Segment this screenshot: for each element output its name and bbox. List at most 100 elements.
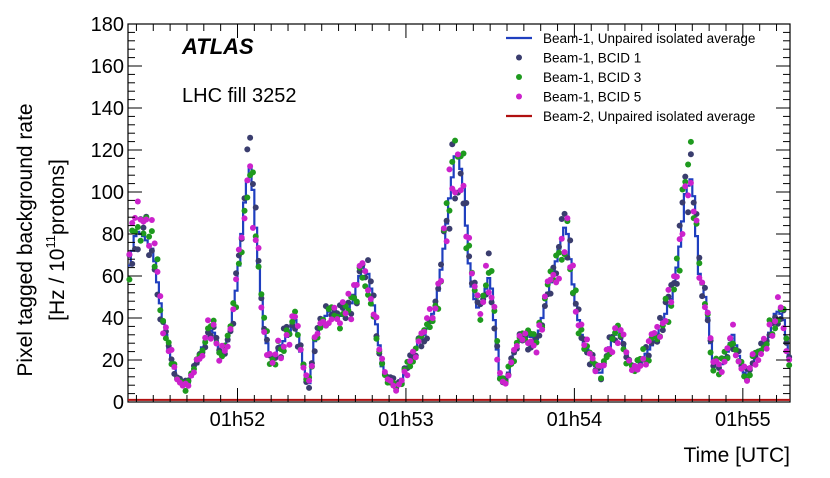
data-point (210, 321, 217, 328)
data-point (741, 363, 748, 370)
data-point (233, 276, 240, 283)
data-point (190, 369, 197, 376)
y-tick-label: 180 (91, 14, 124, 36)
data-point (421, 328, 428, 335)
data-point (280, 343, 287, 350)
data-point (140, 224, 147, 231)
data-point (224, 336, 231, 343)
legend-entry: Beam-1, BCID 5 (516, 90, 641, 105)
data-point (412, 354, 419, 361)
data-point (676, 222, 683, 229)
data-point (238, 234, 245, 241)
data-point (151, 240, 158, 247)
data-point (772, 318, 779, 325)
data-point (216, 357, 223, 364)
data-point (505, 372, 512, 379)
data-point (151, 263, 158, 270)
data-point (126, 251, 133, 258)
data-point (466, 234, 473, 241)
data-point (746, 372, 753, 379)
data-point (690, 199, 697, 206)
data-point (673, 280, 680, 287)
data-point (598, 375, 605, 382)
data-point (241, 207, 248, 214)
y-axis-title: Pixel tagged background rate [Hz / 1011p… (14, 103, 69, 376)
data-point (707, 349, 714, 356)
data-point (157, 307, 164, 314)
data-point (480, 299, 487, 306)
data-point (353, 281, 360, 288)
data-point (567, 237, 574, 244)
data-point (365, 257, 372, 264)
data-point (600, 362, 607, 369)
data-point (454, 151, 461, 158)
data-point (244, 177, 251, 184)
data-point (233, 270, 240, 277)
data-point (336, 320, 343, 327)
data-point (640, 355, 647, 362)
data-point (244, 194, 251, 201)
data-point (665, 286, 672, 293)
data-point (494, 356, 501, 363)
y-tick-label: 100 (91, 182, 124, 204)
data-point (746, 365, 753, 372)
data-point (148, 216, 155, 223)
legend-entry: Beam-2, Unpaired isolated average (506, 109, 755, 124)
data-point (685, 161, 692, 168)
data-point (269, 359, 276, 366)
data-point (446, 225, 453, 232)
data-point (345, 290, 352, 297)
data-point (774, 294, 781, 301)
data-point (303, 372, 310, 379)
data-point (446, 166, 453, 173)
data-point (657, 314, 664, 321)
data-point (466, 253, 473, 260)
data-point (589, 355, 596, 362)
data-point (230, 306, 237, 313)
data-point (162, 324, 169, 331)
data-point (679, 199, 686, 206)
data-point (407, 357, 414, 364)
data-point (443, 200, 450, 207)
y-axis-title-line2: [Hz / 1011protons] (43, 159, 69, 321)
data-point (314, 330, 321, 337)
data-point (766, 321, 773, 328)
atlas-label: ATLAS (181, 34, 254, 59)
data-point (342, 310, 349, 317)
y-tick-label: 80 (102, 224, 124, 246)
data-point (435, 285, 442, 292)
data-point (446, 207, 453, 214)
data-point (696, 260, 703, 267)
data-point (760, 335, 767, 342)
data-point (699, 279, 706, 286)
legend-label: Beam-2, Unpaired isolated average (543, 109, 755, 124)
data-point (522, 330, 529, 337)
data-point (482, 282, 489, 289)
data-point (491, 325, 498, 332)
y-tick-label: 60 (102, 266, 124, 288)
data-point (160, 317, 167, 324)
data-point (143, 216, 150, 223)
data-point (699, 293, 706, 300)
data-point (297, 346, 304, 353)
data-point (718, 369, 725, 376)
data-point (645, 352, 652, 359)
data-point (732, 346, 739, 353)
data-point (640, 345, 647, 352)
data-point (199, 352, 206, 359)
data-point (682, 178, 689, 185)
data-point (460, 150, 467, 157)
data-point (381, 369, 388, 376)
data-point (727, 335, 734, 342)
data-point (687, 151, 694, 158)
data-point (348, 316, 355, 323)
data-point (555, 243, 562, 250)
data-point (685, 192, 692, 199)
data-point (154, 268, 161, 275)
y-tick-label: 140 (91, 98, 124, 120)
data-point (536, 332, 543, 339)
data-point (137, 237, 144, 244)
data-point (294, 331, 301, 338)
data-point (466, 242, 473, 249)
data-point (308, 362, 315, 369)
